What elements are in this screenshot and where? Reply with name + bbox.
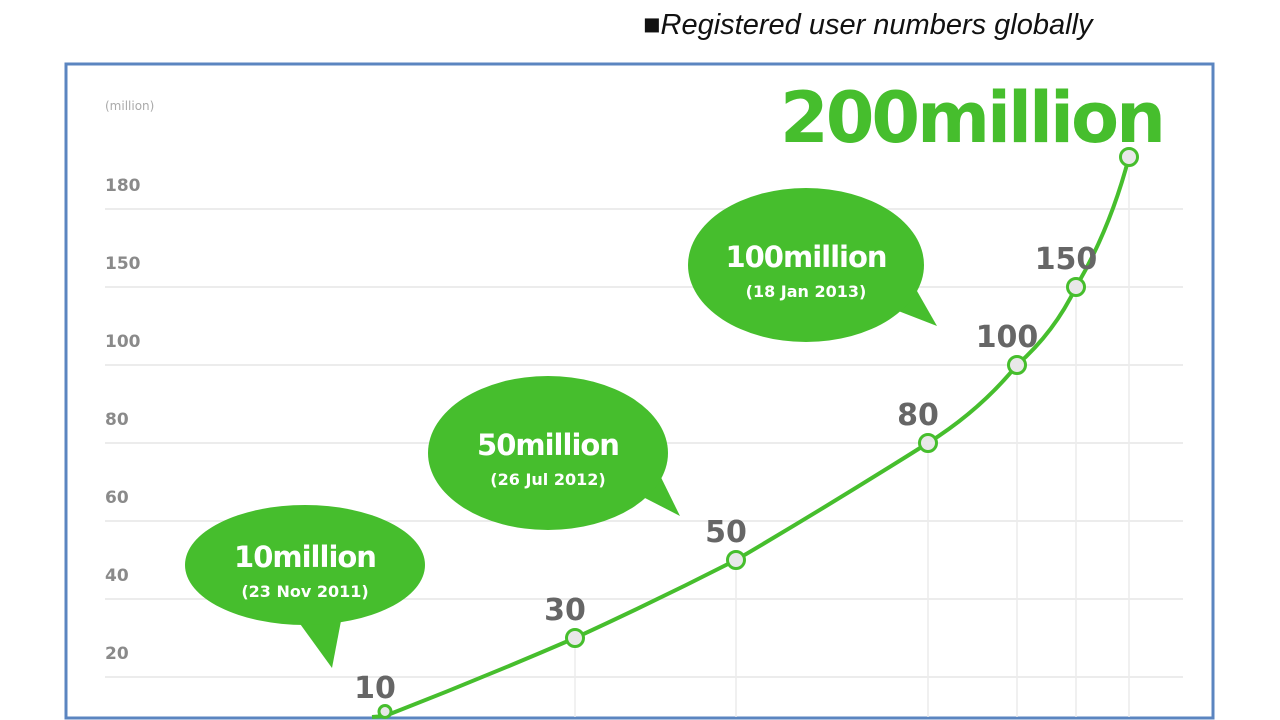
bubble-body bbox=[688, 188, 924, 342]
data-point-10 bbox=[377, 704, 393, 719]
data-point-50 bbox=[726, 550, 746, 570]
data-label-100: 100 bbox=[976, 320, 1039, 355]
data-label-150: 150 bbox=[1035, 242, 1098, 277]
speech-bubble-100million: 100million (18 Jan 2013) bbox=[688, 188, 937, 342]
speech-bubble-50million: 50million (26 Jul 2012) bbox=[428, 376, 680, 530]
headline-200million: 200million bbox=[780, 77, 1163, 159]
data-point-80 bbox=[918, 433, 938, 453]
bubble-title: 10million bbox=[234, 540, 376, 574]
bubble-body bbox=[185, 505, 425, 625]
data-label-80: 80 bbox=[897, 398, 939, 433]
bubble-body bbox=[428, 376, 668, 530]
data-point-30 bbox=[565, 628, 585, 648]
y-tick-80: 80 bbox=[105, 410, 129, 430]
y-tick-60: 60 bbox=[105, 488, 129, 508]
chart-title: ■Registered user numbers globally bbox=[643, 9, 1094, 41]
y-tick-40: 40 bbox=[105, 566, 129, 586]
data-label-50: 50 bbox=[705, 515, 747, 550]
data-point-150 bbox=[1066, 277, 1086, 297]
chart-frame bbox=[64, 62, 1215, 720]
y-tick-20: 20 bbox=[105, 644, 129, 664]
data-point-200 bbox=[1119, 147, 1139, 167]
bubble-title: 50million bbox=[477, 428, 619, 462]
bubble-title: 100million bbox=[725, 240, 886, 274]
data-label-10: 10 bbox=[354, 671, 396, 706]
y-tick-150: 150 bbox=[105, 254, 141, 274]
data-point-100 bbox=[1007, 355, 1027, 375]
data-label-30: 30 bbox=[544, 593, 586, 628]
y-tick-180: 180 bbox=[105, 176, 141, 196]
bubble-date: (23 Nov 2011) bbox=[241, 582, 368, 601]
bubble-date: (26 Jul 2012) bbox=[490, 470, 605, 489]
y-tick-100: 100 bbox=[105, 332, 141, 352]
speech-bubble-10million: 10million (23 Nov 2011) bbox=[185, 505, 425, 668]
bubble-date: (18 Jan 2013) bbox=[746, 282, 867, 301]
y-axis-unit: (million) bbox=[105, 99, 154, 113]
